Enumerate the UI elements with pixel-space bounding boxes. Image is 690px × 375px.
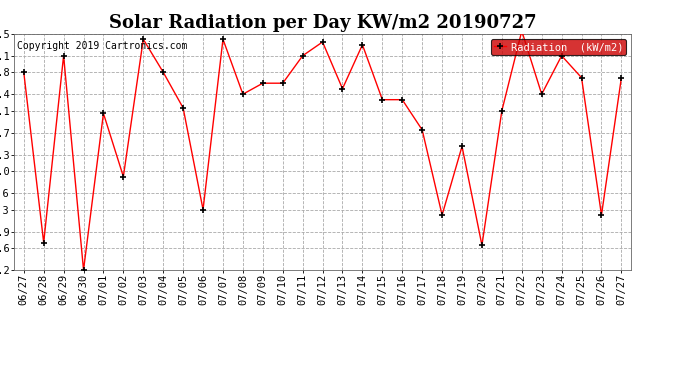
Title: Solar Radiation per Day KW/m2 20190727: Solar Radiation per Day KW/m2 20190727 [109,14,536,32]
Text: Copyright 2019 Cartronics.com: Copyright 2019 Cartronics.com [17,41,187,51]
Legend: Radiation  (kW/m2): Radiation (kW/m2) [491,39,626,55]
